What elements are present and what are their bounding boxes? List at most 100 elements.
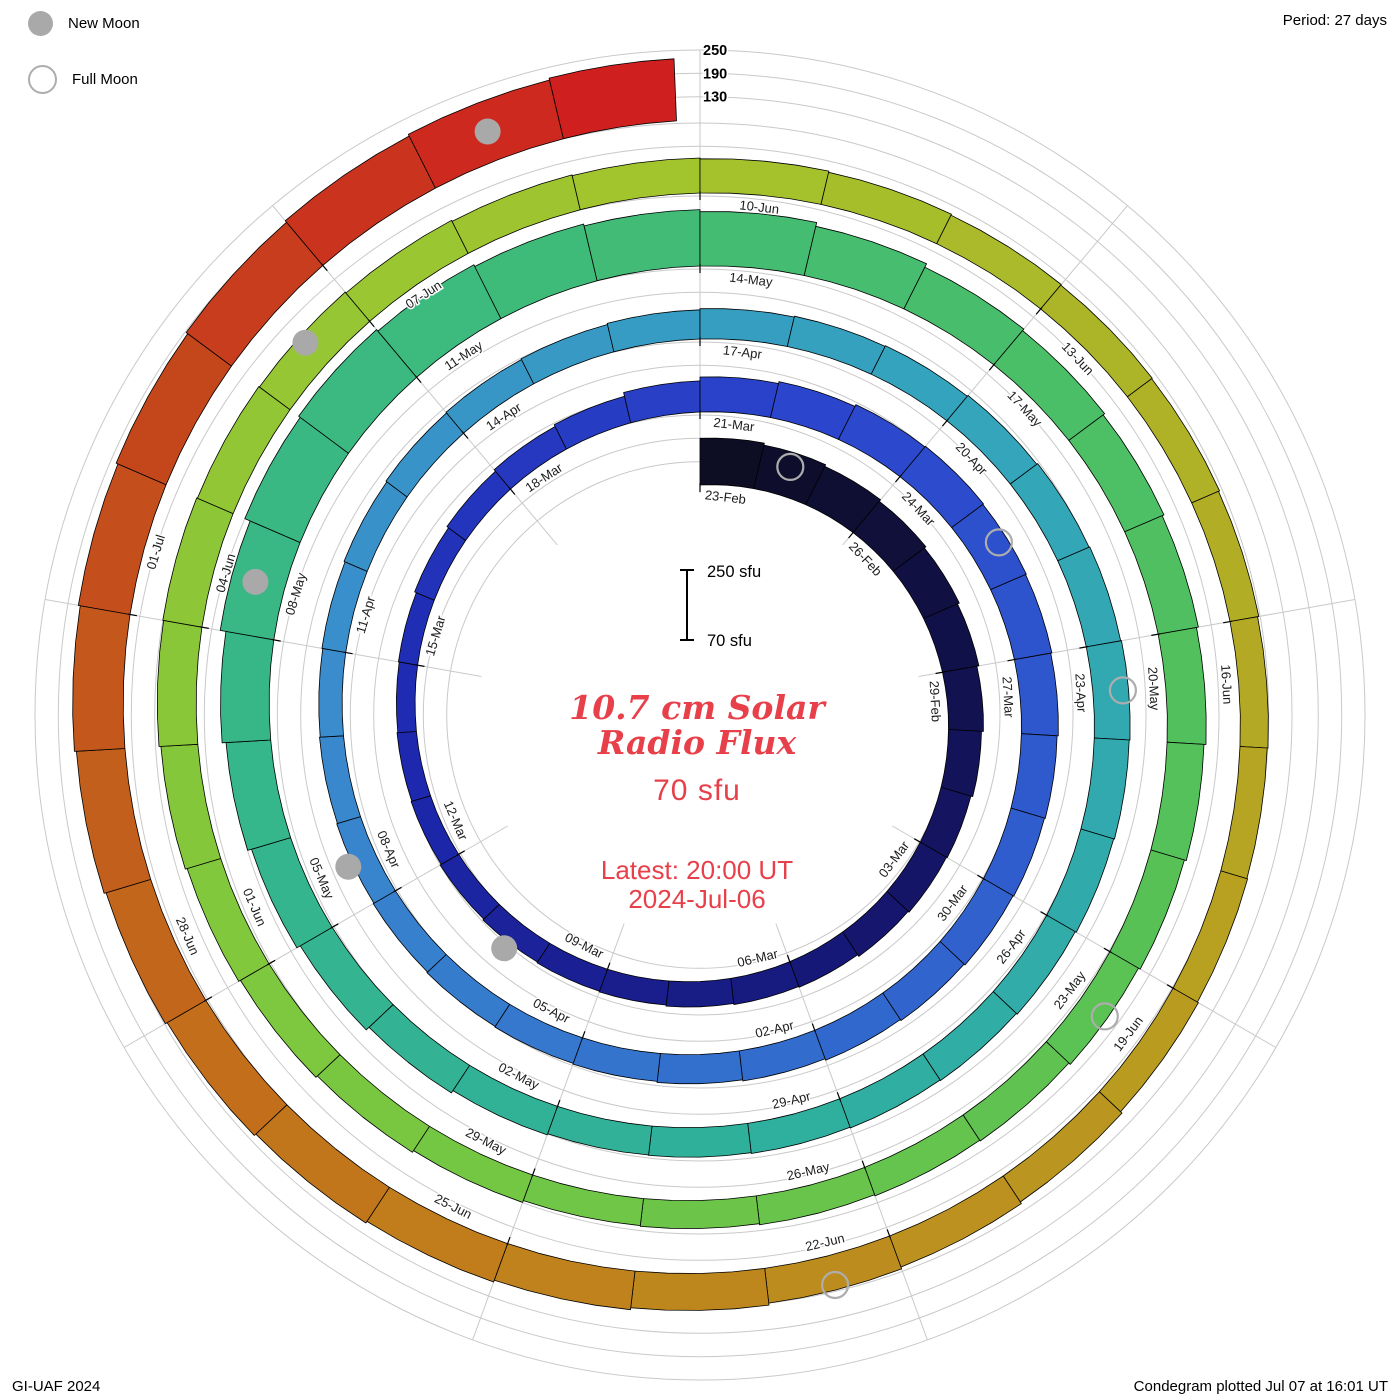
flux-bar bbox=[482, 904, 551, 963]
flux-bars bbox=[72, 58, 1269, 1311]
flux-bar bbox=[1150, 741, 1205, 861]
latest-date: 2024-Jul-06 bbox=[628, 884, 766, 914]
radial-scale-labels: 130 190 250 bbox=[702, 42, 729, 108]
chart-title: 10.7 cm Solar Radio Flux bbox=[0, 690, 1394, 760]
flux-bar bbox=[410, 795, 460, 865]
chart-title-line1: 10.7 cm Solar bbox=[569, 688, 825, 727]
date-label: 27-Mar bbox=[999, 676, 1016, 719]
date-label: 29-Feb bbox=[927, 680, 944, 722]
flux-bar bbox=[522, 1174, 644, 1226]
radial-scale-label: 130 bbox=[703, 90, 727, 106]
flux-bar bbox=[805, 466, 881, 533]
flux-bar bbox=[1109, 849, 1185, 970]
day-tick bbox=[913, 838, 923, 844]
day-tick bbox=[786, 954, 791, 964]
grid-spoke bbox=[775, 923, 928, 1341]
flux-bar bbox=[343, 481, 408, 572]
flux-bar bbox=[377, 264, 502, 378]
grid-spoke bbox=[842, 205, 1128, 546]
flux-bar bbox=[547, 1106, 653, 1156]
flux-bar bbox=[630, 1268, 770, 1311]
date-label: 20-May bbox=[1145, 666, 1162, 711]
day-tick bbox=[267, 959, 276, 966]
day-tick bbox=[1079, 645, 1089, 649]
day-tick bbox=[895, 474, 902, 483]
flux-bar bbox=[842, 891, 909, 957]
day-tick bbox=[1166, 984, 1176, 990]
day-tick bbox=[1223, 620, 1233, 624]
flux-bar bbox=[1040, 284, 1153, 398]
flux-bar bbox=[1085, 640, 1131, 741]
day-tick bbox=[581, 1031, 586, 1040]
flux-bar bbox=[990, 574, 1053, 660]
flux-bar bbox=[882, 941, 965, 1021]
flux-bar bbox=[606, 309, 701, 353]
date-label: 21-Mar bbox=[713, 415, 756, 435]
legend-full-moon: Full Moon bbox=[28, 65, 140, 94]
flux-bar bbox=[942, 665, 984, 732]
radial-scale-label: 250 bbox=[703, 43, 727, 59]
flux-bar bbox=[451, 174, 581, 254]
date-label: 02-Apr bbox=[754, 1017, 796, 1041]
flux-bar bbox=[1127, 378, 1220, 504]
flux-bar bbox=[1157, 627, 1207, 745]
day-tick bbox=[988, 362, 996, 371]
day-tick bbox=[935, 671, 945, 675]
new-moon-marker bbox=[335, 853, 362, 880]
day-tick bbox=[941, 418, 949, 427]
flux-bar bbox=[747, 1098, 851, 1154]
flux-bar bbox=[1057, 546, 1122, 648]
day-tick bbox=[271, 638, 281, 642]
legend-new-moon: New Moon bbox=[28, 10, 140, 37]
day-tick bbox=[367, 319, 375, 328]
full-moon-marker bbox=[820, 1270, 850, 1300]
chart-title-line2: Radio Flux bbox=[597, 723, 797, 762]
flux-bar bbox=[1046, 828, 1115, 933]
flux-bar bbox=[474, 223, 598, 319]
flux-bar bbox=[648, 1123, 752, 1158]
day-tick bbox=[506, 1236, 511, 1246]
plotted-timestamp: Condegram plotted Jul 07 at 16:01 UT bbox=[1133, 1378, 1388, 1395]
legend-new-moon-label: New Moon bbox=[68, 15, 140, 32]
flux-bar bbox=[439, 853, 500, 920]
grid-spoke bbox=[892, 825, 1277, 1048]
date-label: 14-May bbox=[729, 270, 774, 290]
day-tick bbox=[1151, 633, 1161, 636]
flux-bar bbox=[319, 735, 361, 824]
day-tick bbox=[1103, 947, 1112, 954]
grid-circle bbox=[34, 49, 1366, 1381]
moon-legend: New Moon Full Moon bbox=[28, 10, 140, 122]
flux-bar bbox=[520, 324, 615, 385]
flux-bar bbox=[494, 1003, 583, 1064]
full-moon-marker bbox=[776, 452, 805, 481]
flux-bar bbox=[368, 1004, 470, 1094]
flux-bar bbox=[899, 445, 984, 528]
day-tick bbox=[203, 996, 213, 1002]
new-moon-marker bbox=[242, 568, 269, 595]
date-label: 17-Apr bbox=[722, 342, 763, 362]
flux-bar bbox=[598, 968, 670, 1006]
day-tick bbox=[811, 1023, 816, 1033]
flux-bar bbox=[656, 1050, 743, 1085]
scale-top-label: 250 sfu bbox=[707, 563, 761, 581]
radial-scale-label: 190 bbox=[703, 66, 727, 82]
latest-observation: Latest: 20:00 UT 2024-Jul-06 bbox=[0, 856, 1394, 914]
date-label: 06-Mar bbox=[736, 946, 780, 970]
flux-bar bbox=[1124, 515, 1199, 635]
flux-bar bbox=[414, 527, 466, 601]
date-label: 10-Jun bbox=[739, 197, 780, 217]
flux-bar bbox=[665, 978, 735, 1008]
flux-bar bbox=[372, 890, 447, 973]
day-tick bbox=[393, 886, 402, 893]
day-tick bbox=[556, 1099, 561, 1109]
day-tick bbox=[861, 1160, 866, 1170]
flux-bar bbox=[903, 266, 1025, 366]
day-tick bbox=[531, 1168, 536, 1178]
flux-bar bbox=[951, 504, 1027, 590]
flux-bar bbox=[298, 329, 417, 454]
flux-bar bbox=[1045, 951, 1139, 1065]
day-tick bbox=[321, 263, 328, 272]
flux-bar bbox=[852, 500, 927, 572]
flux-bar bbox=[548, 58, 677, 140]
flux-bar bbox=[699, 308, 795, 347]
